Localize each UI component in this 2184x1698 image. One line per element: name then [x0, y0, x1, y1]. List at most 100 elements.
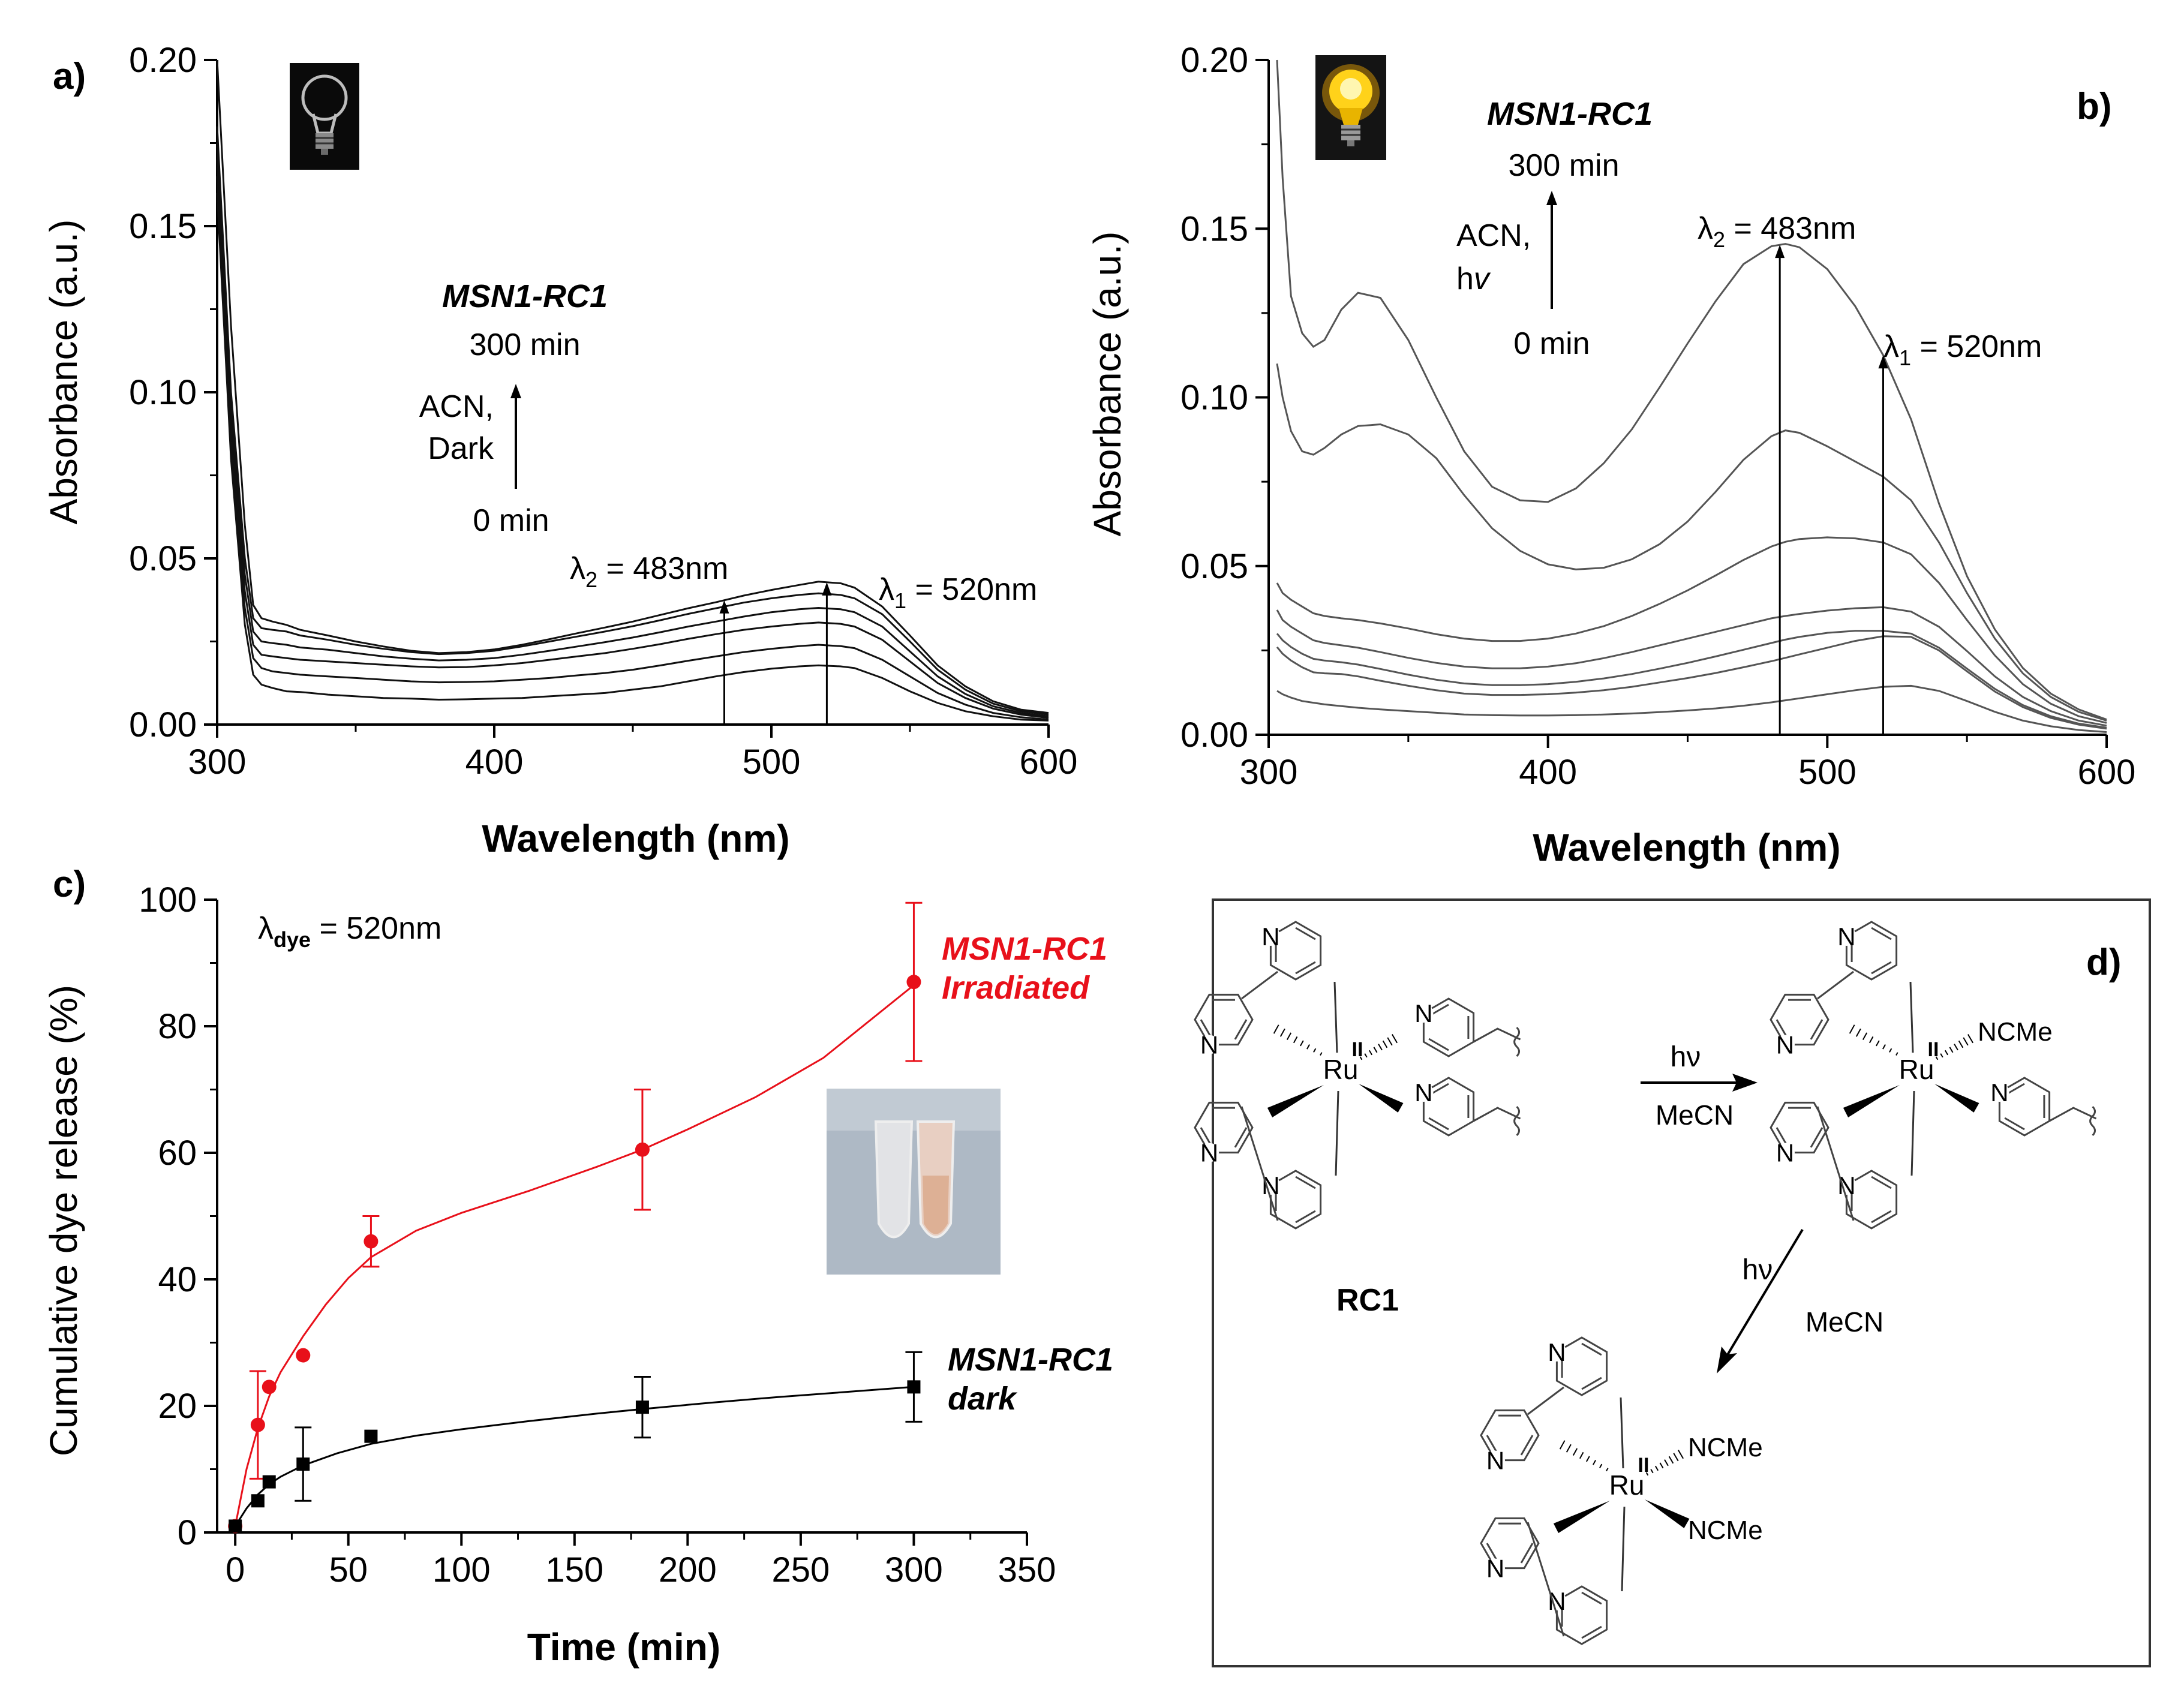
b-y-tick-label: 0.10 — [1180, 378, 1248, 417]
panel-b-peak-markers — [1775, 245, 1888, 735]
bpy-link — [1816, 1106, 1855, 1221]
hash-bond — [1373, 1047, 1378, 1053]
panel-b-sample-label: MSN1-RC1 — [1487, 96, 1653, 132]
a-spectrum-line — [216, 193, 1049, 722]
bulb-on-icon — [1315, 55, 1386, 160]
c-x-tick-label: 300 — [885, 1550, 943, 1589]
b-spectrum-line — [1276, 536, 2107, 724]
hash-bond — [1668, 1456, 1674, 1464]
a-y-tick-label: 0.10 — [129, 373, 197, 412]
a-x-tick-label: 300 — [188, 743, 247, 782]
nitrogen-mask — [1414, 1083, 1434, 1102]
panel-a-start-time: 0 min — [473, 503, 549, 538]
double-bond — [1871, 1210, 1892, 1224]
vial-photo — [827, 1089, 1001, 1275]
hash-bond — [1645, 1472, 1649, 1476]
c-x-tick-label: 100 — [432, 1550, 491, 1589]
panel-a-lambda1-label: λ1 = 520nm — [879, 572, 1037, 613]
methylene-linker — [1473, 1027, 1521, 1043]
double-bond — [1520, 1543, 1534, 1564]
hash-bond — [1862, 1032, 1868, 1040]
panel-a-sample-label: MSN1-RC1 — [442, 278, 608, 314]
wedge-bond — [1359, 1084, 1404, 1113]
c-y-tick-label: 20 — [158, 1387, 197, 1426]
a-peak-arrowhead — [822, 582, 832, 596]
double-bond — [1871, 961, 1892, 975]
double-bond — [1295, 1210, 1316, 1224]
b-spectrum-line — [1276, 606, 2107, 727]
nitrogen-mask — [1200, 1143, 1219, 1162]
single-bond — [1333, 981, 1338, 1053]
hash-bond — [1868, 1036, 1874, 1044]
hash-bond — [1313, 1048, 1317, 1053]
panel-a-axes: 300 400 500 600 0.00 0.05 0.10 0.15 0.20 — [129, 41, 1077, 782]
a-x-tick-label: 500 — [743, 743, 801, 782]
c-x-tick-label: 0 — [226, 1550, 245, 1589]
nitrogen-atom: N — [1414, 999, 1432, 1027]
hash-bond — [1382, 1040, 1388, 1048]
double-bond — [1295, 961, 1316, 975]
bulb-off-icon — [290, 63, 359, 170]
irradiated-data-point — [906, 975, 921, 990]
hash-bond — [1299, 1040, 1304, 1047]
irradiated-data-point — [262, 1380, 277, 1395]
double-bond — [1295, 927, 1316, 940]
nitrogen-atom: N — [1837, 1171, 1855, 1200]
wedge-bond — [1645, 1499, 1690, 1528]
c-x-tick-label: 350 — [998, 1550, 1056, 1589]
nitrogen-mask — [1776, 1035, 1795, 1054]
bpy-link — [1817, 970, 1854, 1000]
nitrogen-mask — [1486, 1450, 1505, 1470]
c-x-tick-label: 200 — [659, 1550, 717, 1589]
nitrogen-mask — [1547, 1342, 1567, 1362]
b-x-tick-label: 300 — [1240, 753, 1298, 792]
acetonitrile-ligand: NCMe — [1688, 1433, 1763, 1462]
double-bond — [1428, 1038, 1449, 1051]
methylene-linker — [1473, 1107, 1521, 1122]
double-bond — [1234, 1127, 1248, 1148]
double-bond — [1871, 1176, 1892, 1189]
nitrogen-mask — [1776, 1143, 1795, 1162]
panel-a-end-time: 300 min — [470, 327, 581, 362]
ruthenium-atom: Ru — [1899, 1054, 1934, 1085]
panel-b-label: b) — [2077, 86, 2112, 127]
single-bond — [1621, 1506, 1626, 1592]
c-x-tick-label: 250 — [772, 1550, 830, 1589]
double-bond — [1581, 1342, 1602, 1356]
hash-bond — [1378, 1044, 1383, 1051]
hash-bond — [1895, 1052, 1898, 1056]
hash-bond — [1958, 1040, 1964, 1048]
c-x-tick-label: 150 — [545, 1550, 603, 1589]
a-spectrum-line — [216, 160, 1049, 719]
double-bond — [1871, 927, 1892, 940]
bpy-link — [1241, 970, 1278, 1000]
hash-bond — [1368, 1050, 1373, 1056]
panel-d-label: d) — [2086, 942, 2122, 983]
double-bond — [1810, 1019, 1823, 1040]
panel-c-x-axis-label: Time (min) — [527, 1625, 720, 1669]
b-x-tick-label: 500 — [1798, 753, 1856, 792]
irradiated-data-point — [296, 1348, 311, 1363]
oxidation-state: II — [1638, 1454, 1650, 1477]
nitrogen-mask — [1990, 1083, 2009, 1102]
panel-a-x-axis-label: Wavelength (nm) — [482, 817, 789, 860]
nitrogen-atom: N — [1548, 1587, 1566, 1615]
hash-bond — [1654, 1465, 1659, 1471]
hash-bond — [1359, 1056, 1363, 1060]
dark-series-name: MSN1-RC1 — [948, 1342, 1113, 1378]
svg-text:MeCN: MeCN — [1806, 1306, 1883, 1338]
b-peak-arrowhead — [1775, 245, 1785, 259]
hash-bond — [1585, 1456, 1590, 1462]
nitrogen-atom: N — [1990, 1078, 2008, 1107]
panel-b-y-axis-label: Absorbance (a.u.) — [1086, 232, 1129, 537]
hash-bond — [1889, 1048, 1892, 1053]
dark-fit-curve — [234, 1386, 914, 1527]
panel-b-condition-light: hv — [1456, 262, 1491, 296]
b-x-tick-label: 600 — [2078, 753, 2136, 792]
dark-data-point — [364, 1429, 378, 1443]
methylene-linker — [2048, 1107, 2097, 1122]
hash-bond — [1320, 1052, 1323, 1056]
hash-bond — [1306, 1044, 1310, 1050]
bpy-link — [1527, 1386, 1564, 1415]
dark-data-point — [907, 1380, 921, 1394]
